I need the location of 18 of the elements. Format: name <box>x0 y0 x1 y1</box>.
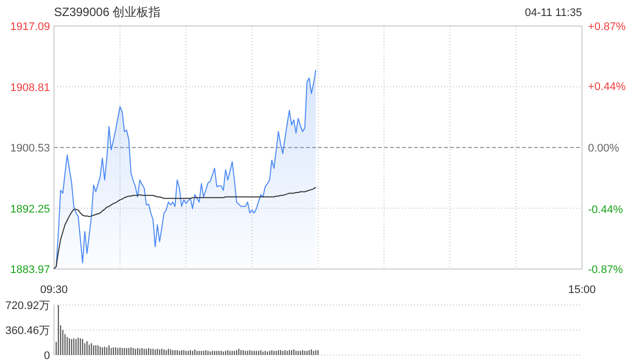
y2-tick-label: 0.00% <box>588 142 620 154</box>
x-tick-label: 09:30 <box>40 284 68 296</box>
y-tick-label: 1892.25 <box>10 203 50 216</box>
chart-title: SZ399006 创业板指 <box>54 5 161 19</box>
y-tick-label: 1908.81 <box>10 82 50 94</box>
y2-tick-label: +0.44% <box>588 81 626 94</box>
y-tick-label: 1883.97 <box>10 264 50 276</box>
y-tick-label: 360.46万 <box>5 325 50 337</box>
y-tick-label: 0 <box>44 350 50 360</box>
y2-tick-label: -0.87% <box>588 264 624 276</box>
y-tick-label: 1917.09 <box>10 21 50 33</box>
y-tick-label: 1900.53 <box>10 142 50 154</box>
y-tick-label: 720.92万 <box>5 300 50 312</box>
x-tick-label: 15:00 <box>568 284 596 296</box>
line-series <box>54 186 316 270</box>
y2-tick-label: -0.44% <box>588 204 624 216</box>
y2-tick-label: +0.87% <box>588 21 626 33</box>
text: 04-11 11:35 <box>524 7 582 19</box>
